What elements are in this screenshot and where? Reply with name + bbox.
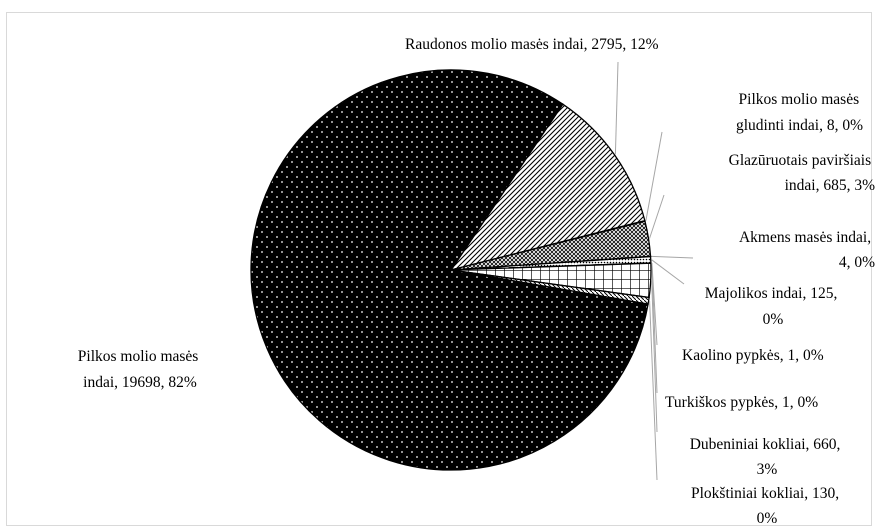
leader-line-9 [649, 300, 658, 481]
pie-slices [250, 69, 652, 471]
leader-line-4 [651, 255, 694, 259]
label-turkiskos: Turkiškos pypkės, 1, 0% [665, 394, 818, 411]
leader-lines [614, 61, 694, 481]
label-pilkos-gludinti: Pilkos molio masės gludinti indai, 8, 0% [736, 91, 863, 134]
label-dubeniniai: Dubeniniai kokliai, 660, 3% [690, 436, 845, 478]
pie-slice-1 [449, 103, 646, 272]
label-kaolino: Kaolino pypkės, 1, 0% [682, 347, 824, 364]
label-raudonos: Raudonos molio masės indai, 2795, 12% [405, 36, 659, 53]
label-glazuruotais: Glazūruotais paviršiais indai, 685, 3% [729, 152, 875, 194]
label-plokstiniai: Plokštiniai kokliai, 130, 0% [691, 485, 843, 527]
leader-line-7 [651, 263, 658, 394]
label-pilkos-indai: Pilkos molio masės indai, 19698, 82% [78, 348, 202, 391]
leader-line-5 [651, 259, 685, 285]
label-akmens: Akmens masės indai, 4, 0% [739, 229, 875, 271]
pie-slice-10 [250, 69, 649, 471]
label-majolikos: Majolikos indai, 125, 0% [705, 285, 841, 328]
leader-line-1 [614, 61, 619, 155]
leader-line-3 [649, 194, 665, 239]
leader-line-2 [645, 131, 663, 221]
leader-line-8 [651, 280, 658, 433]
